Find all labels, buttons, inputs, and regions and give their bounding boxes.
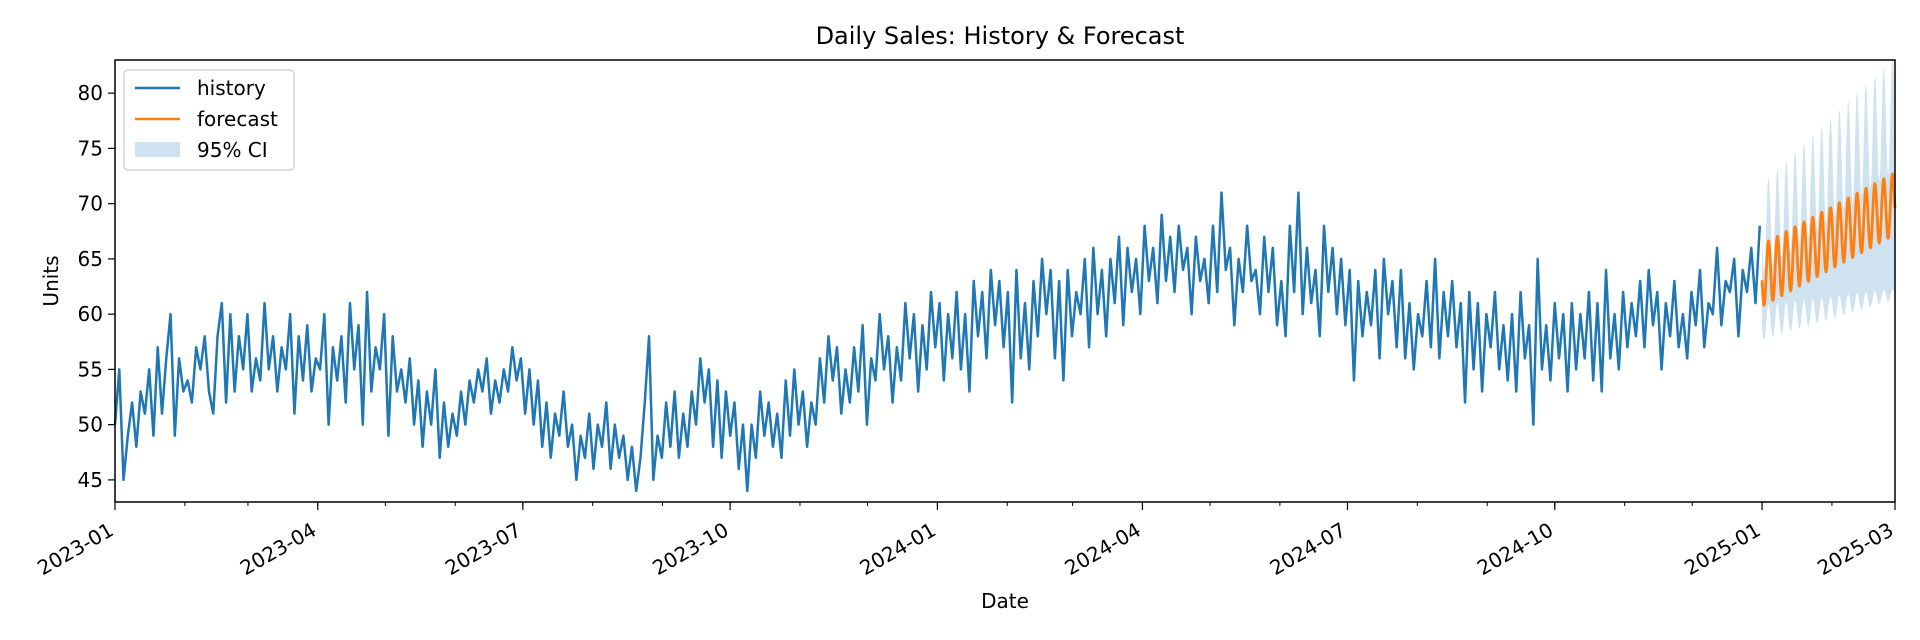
plot-area-frame — [114, 59, 1896, 503]
history-line — [113, 191, 1762, 493]
x-tick-label: 2025-03 — [1813, 518, 1897, 581]
x-tick-label: 2023-01 — [33, 518, 117, 581]
y-tick-label: 80 — [78, 81, 103, 105]
x-axis: 2023-01 2023-04 2023-07 2023-10 2024-01 2024-… — [33, 502, 1898, 581]
legend-label-forecast: forecast — [197, 107, 278, 131]
y-tick-label: 70 — [78, 192, 103, 216]
x-tick-label: 2024-04 — [1061, 518, 1145, 581]
x-tick-label: 2024-01 — [856, 518, 940, 581]
y-tick-label: 45 — [78, 468, 103, 492]
forecast-line — [1760, 172, 1897, 307]
x-axis-label: Date — [981, 589, 1029, 613]
y-tick-label: 50 — [78, 413, 103, 437]
x-tick-label: 2023-10 — [648, 518, 732, 581]
y-tick-label: 55 — [78, 357, 103, 381]
legend-label-ci: 95% CI — [197, 138, 268, 162]
y-axis-label: Units — [39, 255, 63, 306]
chart-title: Daily Sales: History & Forecast — [816, 22, 1185, 50]
history-series — [113, 191, 1762, 493]
x-tick-label: 2023-07 — [441, 518, 525, 581]
y-tick-label: 75 — [78, 136, 103, 160]
forecast-series — [1760, 172, 1897, 307]
legend: history forecast 95% CI — [123, 69, 295, 171]
legend-swatch-ci — [135, 142, 180, 157]
confidence-interval-layer — [1762, 59, 1895, 340]
y-tick-label: 65 — [78, 247, 103, 271]
ci-band — [1762, 59, 1895, 340]
y-axis: 45 50 55 60 65 70 75 80 — [78, 81, 115, 492]
x-tick-label: 2023-04 — [236, 518, 320, 581]
y-tick-label: 60 — [78, 302, 103, 326]
x-tick-label: 2025-01 — [1680, 518, 1764, 581]
legend-label-history: history — [197, 76, 266, 100]
x-tick-label: 2024-07 — [1266, 518, 1350, 581]
x-tick-label: 2024-10 — [1473, 518, 1557, 581]
